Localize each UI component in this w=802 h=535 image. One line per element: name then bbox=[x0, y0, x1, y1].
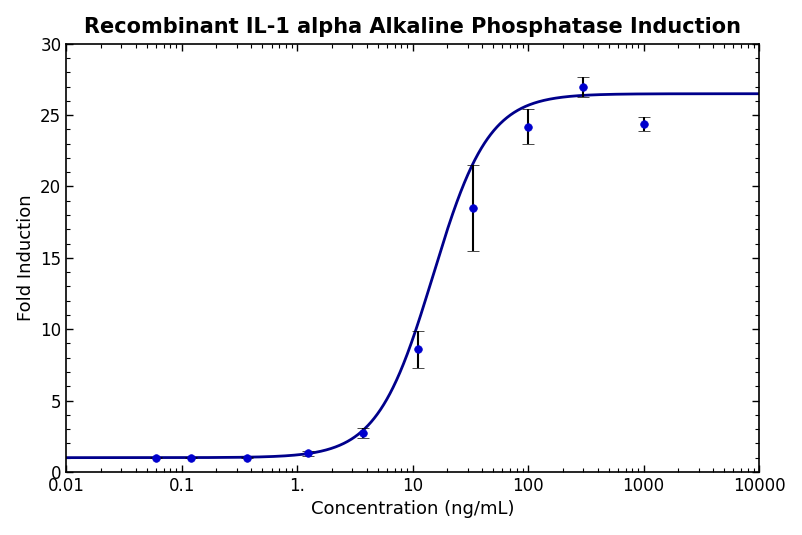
X-axis label: Concentration (ng/mL): Concentration (ng/mL) bbox=[311, 500, 514, 518]
Title: Recombinant IL-1 alpha Alkaline Phosphatase Induction: Recombinant IL-1 alpha Alkaline Phosphat… bbox=[84, 17, 741, 37]
Y-axis label: Fold Induction: Fold Induction bbox=[17, 195, 34, 321]
